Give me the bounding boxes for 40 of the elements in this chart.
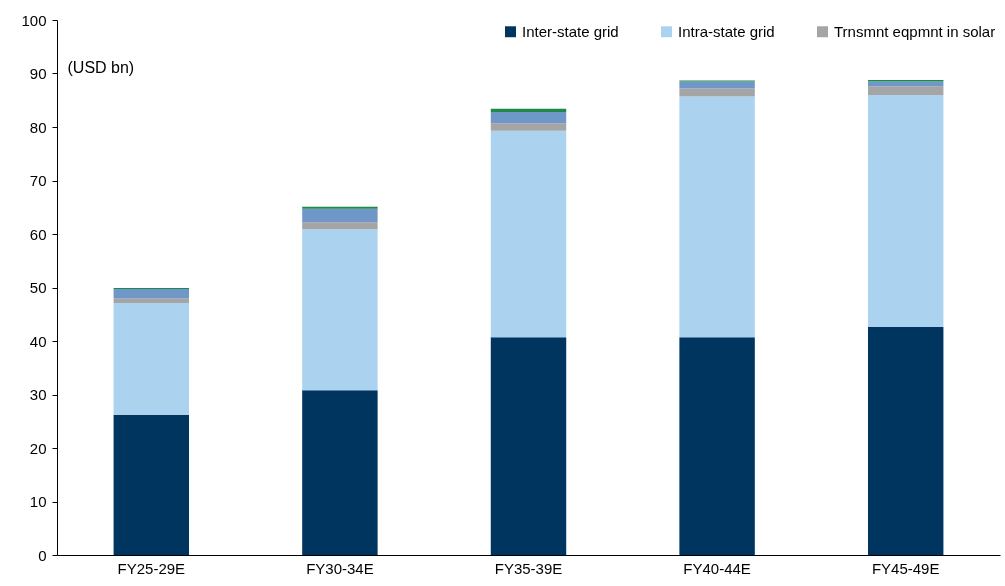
- x-tick-label: FY25-29E: [117, 559, 186, 577]
- bar: [679, 96, 755, 338]
- y-tick-label: 50: [29, 279, 47, 296]
- y-tick-label: 70: [29, 172, 47, 189]
- bar: [490, 108, 567, 113]
- bar: [867, 327, 944, 555]
- bar: [490, 123, 567, 131]
- bar: [113, 298, 190, 304]
- bar: [302, 208, 378, 223]
- bar: [113, 414, 190, 555]
- legend-label: Trnsmnt eqpmnt in solar: [834, 22, 996, 40]
- y-axis-title: (USD bn): [67, 58, 135, 76]
- bar: [679, 337, 755, 555]
- y-tick-label: 90: [29, 65, 47, 82]
- x-tick-label: FY35-39E: [494, 559, 563, 577]
- bar: [490, 112, 567, 124]
- x-tick-label: FY30-34E: [306, 559, 374, 577]
- y-tick-label: 40: [29, 332, 47, 350]
- bar: [302, 390, 378, 555]
- bar: [113, 303, 190, 415]
- bar: [490, 130, 567, 338]
- legend-label: Inter-state grid: [522, 22, 619, 40]
- bar: [302, 222, 378, 230]
- bar: [867, 86, 944, 95]
- bar: [113, 289, 190, 299]
- y-tick-label: 100: [21, 11, 47, 29]
- y-tick-label: 60: [29, 225, 47, 243]
- bar: [302, 206, 378, 209]
- legend-label: Intra-state grid: [678, 22, 775, 40]
- bar: [679, 88, 755, 97]
- y-tick-label: 0: [38, 546, 47, 564]
- y-tick-label: 80: [29, 118, 47, 136]
- y-tick-label: 20: [29, 439, 47, 457]
- bar: [302, 229, 378, 391]
- x-tick-label: FY45-49E: [871, 559, 940, 577]
- x-tick-label: FY40-44E: [683, 559, 751, 577]
- y-tick-label: 10: [29, 493, 47, 510]
- bar: [867, 94, 944, 328]
- bar: [490, 337, 567, 555]
- y-tick-label: 30: [29, 386, 47, 403]
